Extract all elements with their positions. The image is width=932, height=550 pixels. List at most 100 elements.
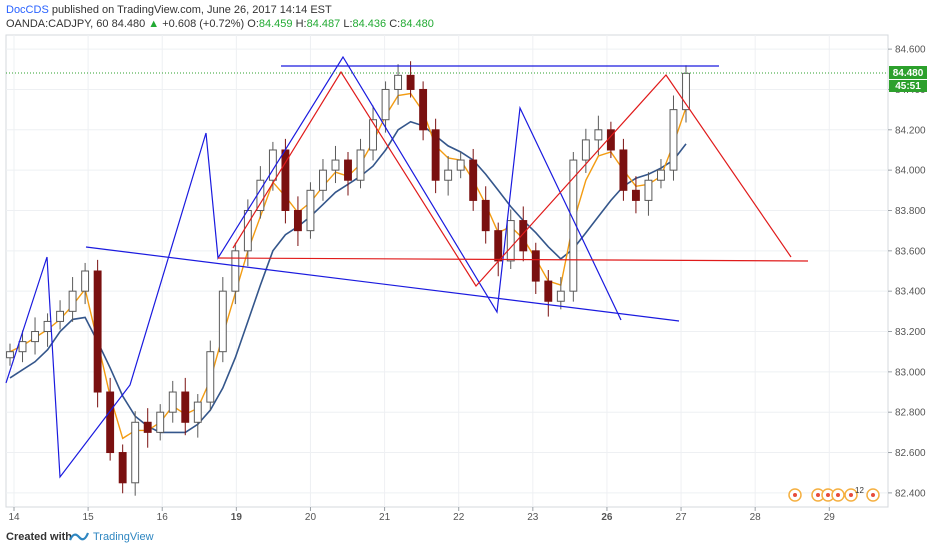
high-value: 84.487 <box>306 18 341 30</box>
candle <box>394 64 403 105</box>
candle <box>331 145 340 184</box>
y-tick-label: 84.600 <box>895 45 926 56</box>
y-tick-label: 83.400 <box>895 287 926 298</box>
symbol-name[interactable]: OANDA:CADJPY, 60 <box>6 18 109 30</box>
author-link[interactable]: DocCDS <box>6 4 49 16</box>
low-label: L: <box>343 18 353 30</box>
up-arrow-icon: ▲ <box>148 18 160 30</box>
candle <box>419 81 428 141</box>
candle <box>469 148 478 211</box>
open-label: O: <box>247 18 259 30</box>
drawings[interactable] <box>5 55 888 479</box>
price-axis[interactable]: 82.400 82.600 82.800 83.000 83.200 83.400 83.6… <box>888 45 926 500</box>
red-neckline[interactable] <box>217 257 809 262</box>
candle <box>81 262 90 305</box>
x-tick-label: 23 <box>527 512 539 523</box>
candle <box>118 444 127 494</box>
candle <box>56 300 65 330</box>
candle <box>481 186 490 244</box>
candle <box>356 138 365 189</box>
candle <box>657 159 665 189</box>
price-badge-value: 84.480 <box>893 68 924 79</box>
blue-support-trendline[interactable] <box>85 246 680 322</box>
candle <box>218 277 227 363</box>
x-tick-label: 19 <box>231 512 243 523</box>
symbol-line: OANDA:CADJPY, 60 84.480 ▲ +0.608 (+0.72%… <box>6 18 434 30</box>
candle <box>569 151 578 302</box>
high-label: H: <box>295 18 307 30</box>
candle <box>181 377 190 436</box>
candle <box>306 182 315 239</box>
countdown-timer: 45:51 <box>895 81 921 92</box>
candle <box>682 65 690 123</box>
y-tick-label: 84.000 <box>895 166 926 177</box>
candle <box>293 196 302 246</box>
event-count: 12 <box>855 486 864 495</box>
y-tick-label: 83.600 <box>895 246 926 257</box>
candle <box>544 269 553 317</box>
footer: Created with TradingView <box>0 524 932 550</box>
candle <box>281 138 290 224</box>
candle <box>581 128 590 173</box>
candle <box>381 81 390 133</box>
tradingview-logo-icon <box>68 532 90 541</box>
candle <box>556 277 565 310</box>
x-tick-label: 20 <box>305 512 317 523</box>
x-tick-label: 28 <box>750 512 762 523</box>
candle <box>156 404 165 441</box>
x-tick-label: 22 <box>453 512 465 523</box>
current-price: 84.480 <box>111 18 146 30</box>
red-pattern-drawing[interactable] <box>232 70 792 287</box>
close-value: 84.480 <box>400 18 434 30</box>
candle <box>106 377 115 461</box>
y-tick-label: 83.800 <box>895 206 926 217</box>
y-tick-label: 82.400 <box>895 488 926 499</box>
candle <box>193 394 202 438</box>
close-label: C: <box>389 18 401 30</box>
open-value: 84.459 <box>258 18 293 30</box>
y-tick-label: 83.200 <box>895 327 926 338</box>
price-change: +0.608 (+0.72%) <box>162 18 245 30</box>
candle <box>231 242 240 305</box>
candle <box>631 176 640 214</box>
price-chart[interactable]: 82.400 82.600 82.800 83.000 83.200 83.400 83.6… <box>0 0 932 524</box>
candle <box>6 343 14 366</box>
candle <box>669 95 678 181</box>
candle <box>369 105 377 161</box>
candle <box>444 156 453 196</box>
x-tick-label: 29 <box>824 512 836 523</box>
candle <box>168 380 177 423</box>
candle <box>206 340 215 411</box>
candle <box>18 330 27 363</box>
candle <box>531 242 540 294</box>
y-tick-label: 83.000 <box>895 367 926 378</box>
tradingview-brand[interactable]: TradingView <box>93 531 154 543</box>
event-markers[interactable]: 12 <box>788 486 880 502</box>
candle <box>319 159 327 201</box>
candle <box>406 61 415 98</box>
blue-zigzag-drawing[interactable] <box>5 55 622 479</box>
candle <box>344 151 352 196</box>
chart-header: DocCDS published on TradingView.com, Jun… <box>0 0 932 34</box>
candle <box>456 151 465 179</box>
candle <box>594 115 603 156</box>
candle <box>93 259 102 408</box>
x-tick-label: 27 <box>675 512 687 523</box>
candle <box>143 408 152 448</box>
x-tick-label: 21 <box>379 512 391 523</box>
time-axis[interactable]: 14 15 16 19 20 21 22 23 26 27 28 29 <box>8 507 835 523</box>
x-tick-label: 15 <box>83 512 95 523</box>
x-tick-label: 26 <box>601 512 613 523</box>
y-tick-label: 82.600 <box>895 448 926 459</box>
published-text: published on TradingView.com, June 26, 2… <box>51 4 332 16</box>
candle <box>644 172 653 216</box>
candle <box>31 317 39 355</box>
x-tick-label: 14 <box>8 512 20 523</box>
y-tick-label: 82.800 <box>895 408 926 419</box>
created-with-text: Created with <box>6 531 73 543</box>
price-badge: 84.480 45:51 <box>889 66 927 92</box>
candle <box>131 411 140 496</box>
y-tick-label: 84.200 <box>895 125 926 136</box>
x-tick-label: 16 <box>157 512 169 523</box>
candle <box>431 118 440 194</box>
